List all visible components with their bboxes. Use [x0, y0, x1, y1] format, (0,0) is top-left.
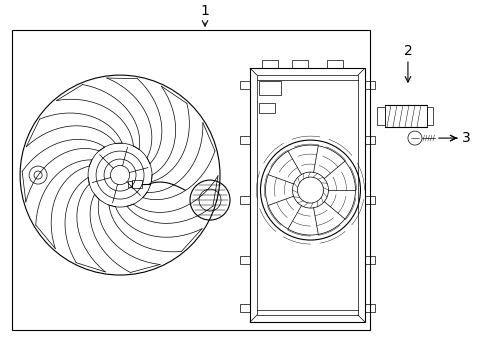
Bar: [250, 68, 365, 322]
Bar: [427, 107, 433, 125]
Bar: [365, 81, 375, 89]
Bar: [262, 60, 278, 68]
Bar: [240, 256, 250, 264]
Bar: [128, 181, 132, 186]
Bar: [292, 60, 308, 68]
Bar: [327, 60, 343, 68]
Bar: [12, 30, 370, 330]
Bar: [132, 180, 142, 188]
Bar: [259, 81, 281, 95]
Text: 1: 1: [200, 4, 209, 18]
Bar: [257, 75, 358, 315]
Text: 3: 3: [462, 131, 471, 145]
Bar: [240, 196, 250, 204]
Bar: [377, 107, 385, 125]
Bar: [259, 103, 275, 113]
Bar: [365, 196, 375, 204]
Bar: [385, 105, 427, 127]
Bar: [240, 81, 250, 89]
Bar: [365, 256, 375, 264]
Bar: [240, 136, 250, 144]
Text: 2: 2: [404, 44, 412, 58]
Bar: [365, 136, 375, 144]
Bar: [240, 304, 250, 312]
Bar: [365, 304, 375, 312]
